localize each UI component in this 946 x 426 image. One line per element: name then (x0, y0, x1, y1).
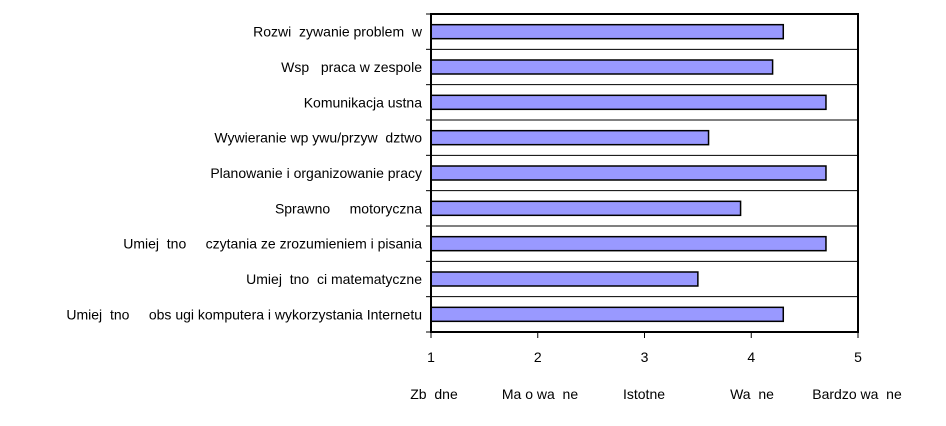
bar (430, 306, 785, 323)
scale-label: Istotne (623, 386, 665, 402)
bar (430, 200, 742, 217)
category-label: Rozwi zywanie problem w (253, 24, 423, 40)
category-label: Wywieranie wp ywu/przyw dztwo (214, 130, 422, 146)
category-labels: Rozwi zywanie problem w Wsp praca w zespo… (66, 24, 422, 323)
bar (430, 129, 710, 146)
category-label: Planowanie i organizowanie pracy (210, 165, 422, 181)
category-label: Komunikacja ustna (304, 94, 423, 110)
bar (430, 59, 774, 75)
category-label: Umiej tno czytania ze zrozumieniem i pis… (123, 236, 422, 252)
scale-label: Ma o wa ne (502, 386, 578, 402)
bar (430, 271, 699, 287)
scale-labels: Zb dne Ma o wa ne Istotne Wa ne Bardzo wa ne (410, 386, 902, 402)
bar (430, 23, 785, 40)
bar (430, 165, 827, 181)
bars (430, 23, 827, 323)
scale-label: Bardzo wa ne (812, 386, 902, 402)
category-label: Umiej tno ci matematyczne (246, 271, 422, 287)
scale-label: Zb dne (410, 386, 458, 402)
plot-frame (430, 13, 859, 333)
x-ticks: 1 2 3 4 5 (427, 332, 862, 365)
grid-lines (426, 13, 858, 333)
x-tick-label: 4 (747, 349, 755, 365)
category-label: Sprawno motoryczna (275, 200, 422, 216)
bar (430, 94, 827, 111)
bar (430, 235, 827, 252)
x-tick-label: 2 (534, 349, 542, 365)
x-tick-label: 5 (854, 349, 862, 365)
category-label: Wsp praca w zespole (281, 59, 422, 75)
category-label: Umiej tno obs ugi komputera i wykorzysta… (66, 306, 422, 322)
x-tick-label: 3 (641, 349, 649, 365)
x-tick-label: 1 (427, 349, 435, 365)
scale-label: Wa ne (730, 386, 774, 402)
